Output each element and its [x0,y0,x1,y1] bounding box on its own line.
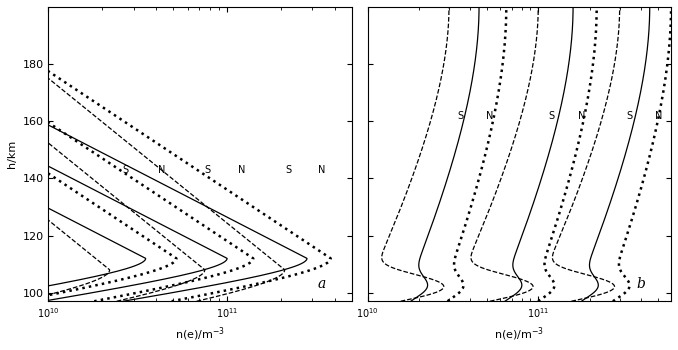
X-axis label: n(e)/m$^{-3}$: n(e)/m$^{-3}$ [494,326,544,343]
Text: S: S [205,165,211,175]
X-axis label: n(e)/m$^{-3}$: n(e)/m$^{-3}$ [175,326,225,343]
Text: a: a [317,276,325,290]
Text: S: S [549,111,555,120]
Text: S: S [285,165,292,175]
Text: N: N [158,165,165,175]
Text: S: S [626,111,632,120]
Y-axis label: h/km: h/km [7,140,17,168]
Text: N: N [237,165,245,175]
Text: b: b [636,276,645,290]
Text: N: N [656,111,662,120]
Text: N: N [578,111,586,120]
Text: N: N [319,165,325,175]
Text: S: S [458,111,464,120]
Text: N: N [486,111,494,120]
Text: S: S [123,165,129,175]
